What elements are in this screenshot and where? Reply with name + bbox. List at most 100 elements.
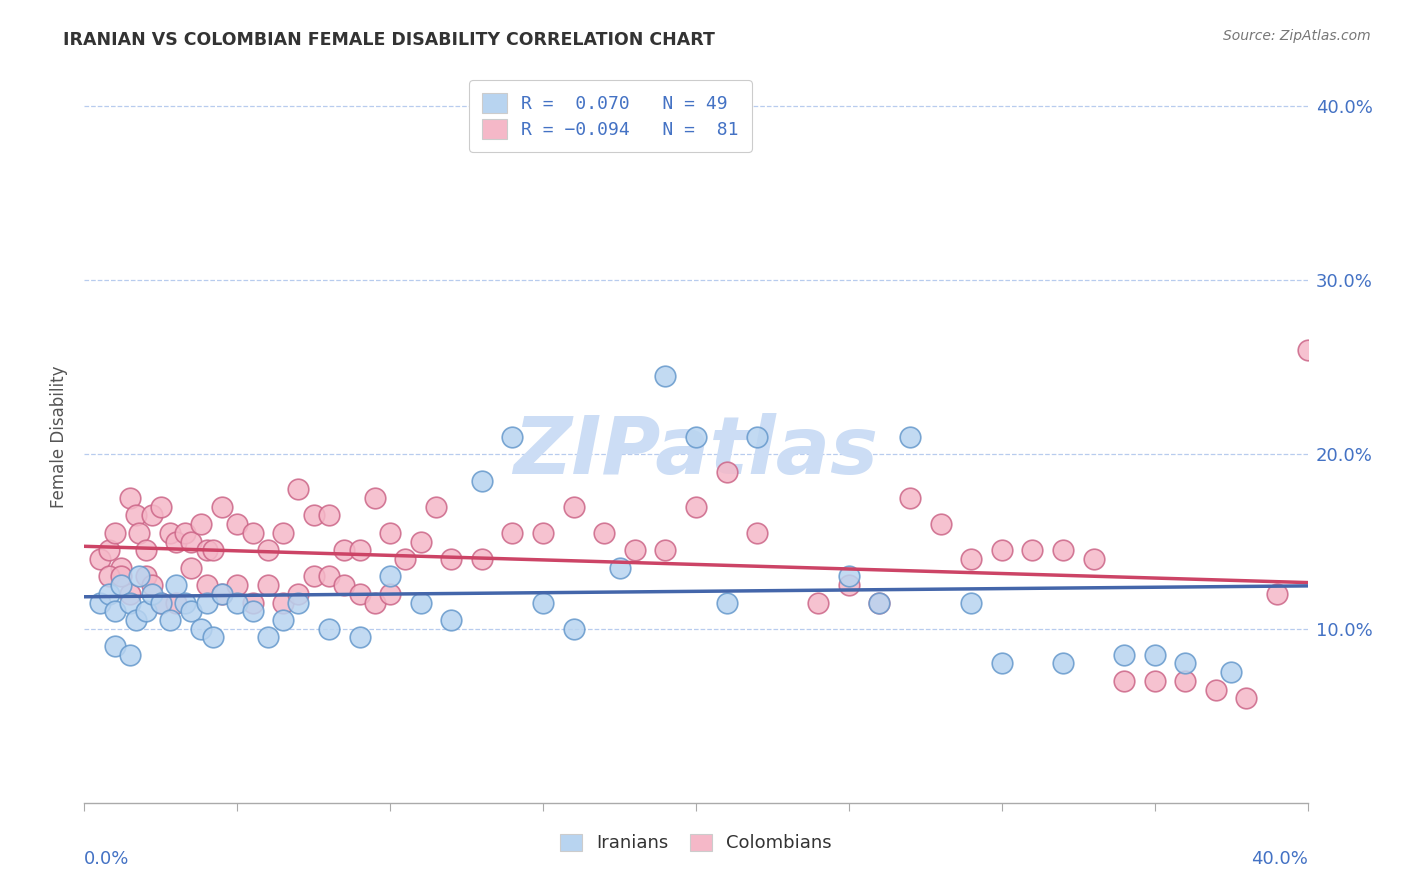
Point — [149, 595, 172, 609]
Point — [97, 587, 120, 601]
Point — [333, 578, 356, 592]
Point — [165, 578, 187, 592]
Point — [125, 613, 148, 627]
Point — [159, 613, 181, 627]
Point — [120, 491, 142, 505]
Point — [128, 569, 150, 583]
Point — [747, 525, 769, 540]
Point — [1143, 673, 1166, 688]
Point — [110, 578, 132, 592]
Point — [149, 500, 172, 514]
Point — [624, 543, 647, 558]
Point — [716, 595, 738, 609]
Point — [1265, 587, 1288, 601]
Point — [104, 639, 127, 653]
Point — [380, 525, 402, 540]
Point — [394, 552, 416, 566]
Point — [1114, 673, 1136, 688]
Point — [149, 595, 172, 609]
Point — [110, 569, 132, 583]
Point — [201, 543, 224, 558]
Point — [807, 595, 830, 609]
Point — [257, 631, 280, 645]
Point — [89, 552, 111, 566]
Point — [141, 587, 163, 601]
Point — [364, 491, 387, 505]
Point — [318, 508, 340, 523]
Point — [1236, 691, 1258, 706]
Point — [211, 587, 233, 601]
Point — [226, 595, 249, 609]
Point — [174, 525, 197, 540]
Point — [195, 595, 218, 609]
Point — [302, 508, 325, 523]
Point — [1114, 648, 1136, 662]
Point — [195, 578, 218, 592]
Point — [180, 534, 202, 549]
Point — [685, 500, 707, 514]
Point — [190, 517, 212, 532]
Point — [165, 595, 187, 609]
Point — [562, 500, 585, 514]
Text: 0.0%: 0.0% — [84, 850, 129, 868]
Point — [364, 595, 387, 609]
Point — [409, 534, 432, 549]
Point — [685, 430, 707, 444]
Text: IRANIAN VS COLOMBIAN FEMALE DISABILITY CORRELATION CHART: IRANIAN VS COLOMBIAN FEMALE DISABILITY C… — [63, 31, 716, 49]
Point — [1052, 657, 1074, 671]
Point — [1220, 665, 1243, 680]
Point — [1021, 543, 1043, 558]
Point — [991, 543, 1014, 558]
Text: ZIPatlas: ZIPatlas — [513, 413, 879, 491]
Point — [110, 560, 132, 574]
Point — [97, 543, 120, 558]
Point — [380, 587, 402, 601]
Point — [271, 525, 294, 540]
Point — [135, 543, 157, 558]
Point — [1052, 543, 1074, 558]
Point — [257, 543, 280, 558]
Point — [654, 369, 676, 384]
Point — [654, 543, 676, 558]
Point — [180, 604, 202, 618]
Point — [211, 587, 233, 601]
Point — [271, 595, 294, 609]
Point — [991, 657, 1014, 671]
Point — [141, 508, 163, 523]
Point — [89, 595, 111, 609]
Y-axis label: Female Disability: Female Disability — [51, 366, 69, 508]
Point — [287, 595, 309, 609]
Point — [120, 587, 142, 601]
Point — [104, 525, 127, 540]
Point — [349, 587, 371, 601]
Point — [201, 631, 224, 645]
Point — [929, 517, 952, 532]
Point — [242, 604, 264, 618]
Point — [141, 578, 163, 592]
Point — [960, 595, 983, 609]
Legend: Iranians, Colombians: Iranians, Colombians — [553, 826, 839, 860]
Point — [1205, 682, 1227, 697]
Text: Source: ZipAtlas.com: Source: ZipAtlas.com — [1223, 29, 1371, 43]
Point — [440, 613, 463, 627]
Point — [195, 543, 218, 558]
Point — [1143, 648, 1166, 662]
Point — [287, 483, 309, 497]
Point — [440, 552, 463, 566]
Point — [1174, 673, 1197, 688]
Point — [349, 543, 371, 558]
Point — [165, 534, 187, 549]
Point — [716, 465, 738, 479]
Point — [257, 578, 280, 592]
Point — [349, 631, 371, 645]
Point — [471, 552, 494, 566]
Point — [120, 595, 142, 609]
Text: 40.0%: 40.0% — [1251, 850, 1308, 868]
Point — [1083, 552, 1105, 566]
Point — [125, 508, 148, 523]
Point — [593, 525, 616, 540]
Point — [271, 613, 294, 627]
Point — [502, 430, 524, 444]
Point — [226, 578, 249, 592]
Point — [190, 622, 212, 636]
